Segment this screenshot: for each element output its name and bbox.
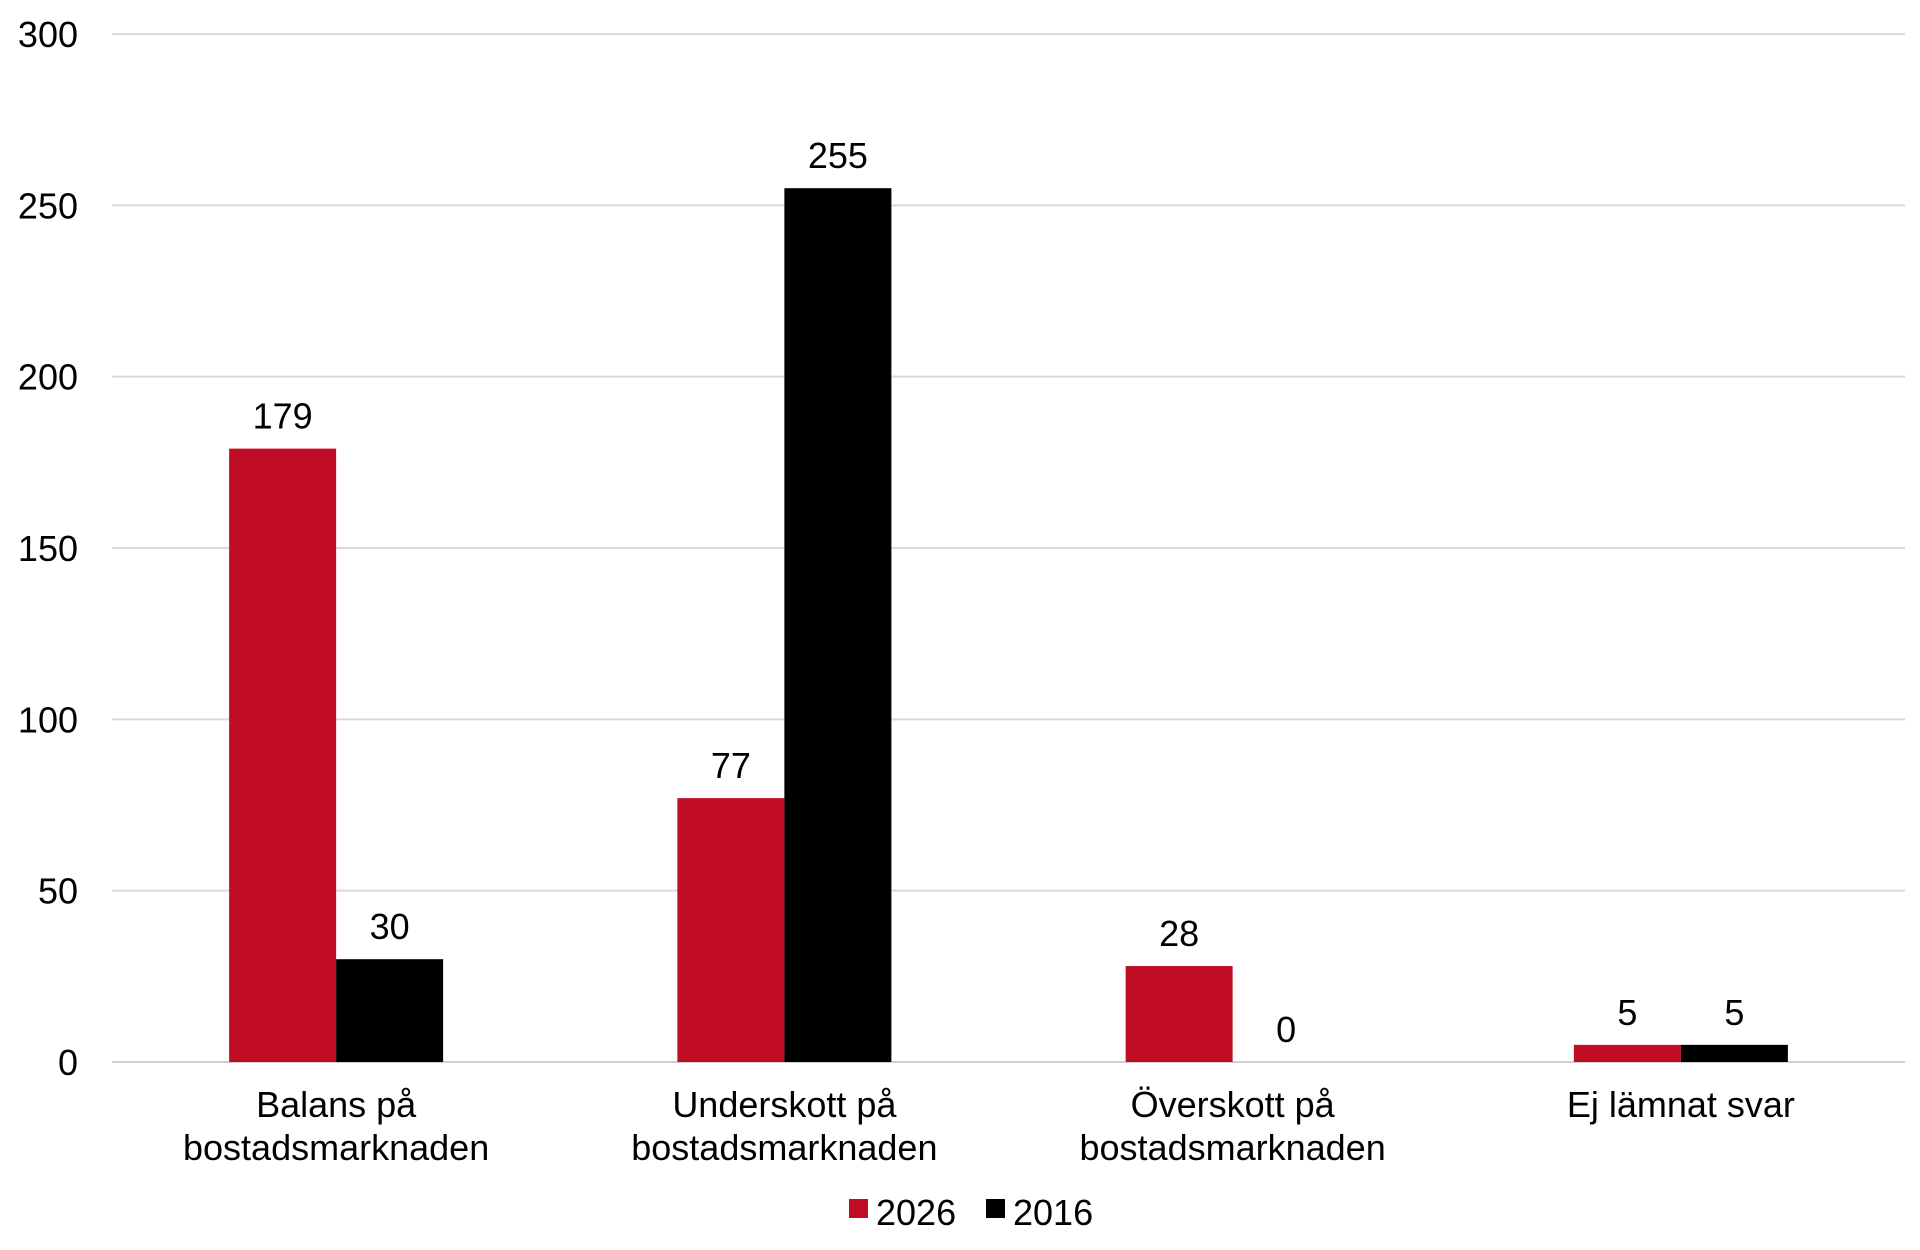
data-label: 28 — [1159, 913, 1199, 954]
x-category-label: bostadsmarknaden — [183, 1127, 489, 1168]
bars — [229, 188, 1788, 1062]
data-label: 255 — [808, 135, 868, 176]
x-category-label: bostadsmarknaden — [631, 1127, 937, 1168]
y-tick-label: 250 — [18, 185, 78, 226]
legend-label: 2016 — [1013, 1192, 1093, 1233]
y-tick-label: 150 — [18, 528, 78, 569]
y-tick-label: 200 — [18, 357, 78, 398]
legend: 2026 2016 — [849, 1192, 1093, 1233]
bar-2016-0 — [336, 959, 444, 1062]
data-label: 0 — [1276, 1009, 1296, 1050]
bar-2026-3 — [1573, 1044, 1681, 1062]
y-tick-label: 300 — [18, 14, 78, 55]
legend-swatch — [849, 1199, 868, 1218]
x-category-label: Ej lämnat svar — [1567, 1084, 1795, 1125]
bar-2026-2 — [1125, 966, 1233, 1062]
x-category-label: Balans på — [256, 1084, 417, 1125]
bar-2016-1 — [784, 188, 892, 1062]
bar-2026-1 — [677, 798, 785, 1062]
x-category-label: Överskott på — [1131, 1084, 1336, 1125]
bar-2016-3 — [1680, 1044, 1788, 1062]
gridlines — [112, 33, 1905, 1063]
legend-swatch — [986, 1199, 1005, 1218]
y-axis: 0 50 100 150 200 250 300 — [18, 14, 78, 1083]
data-label: 30 — [370, 906, 410, 947]
data-label: 5 — [1724, 992, 1744, 1033]
x-category-label: bostadsmarknaden — [1080, 1127, 1386, 1168]
y-tick-label: 0 — [58, 1042, 78, 1083]
y-tick-label: 50 — [38, 871, 78, 912]
x-category-label: Underskott på — [672, 1084, 897, 1125]
bar-2026-0 — [229, 448, 337, 1062]
legend-label: 2026 — [876, 1192, 956, 1233]
data-label: 77 — [711, 745, 751, 786]
data-label: 5 — [1617, 992, 1637, 1033]
data-label: 179 — [253, 396, 313, 437]
y-tick-label: 100 — [18, 699, 78, 740]
data-labels: 179 30 77 255 28 0 5 5 — [253, 135, 1745, 1050]
